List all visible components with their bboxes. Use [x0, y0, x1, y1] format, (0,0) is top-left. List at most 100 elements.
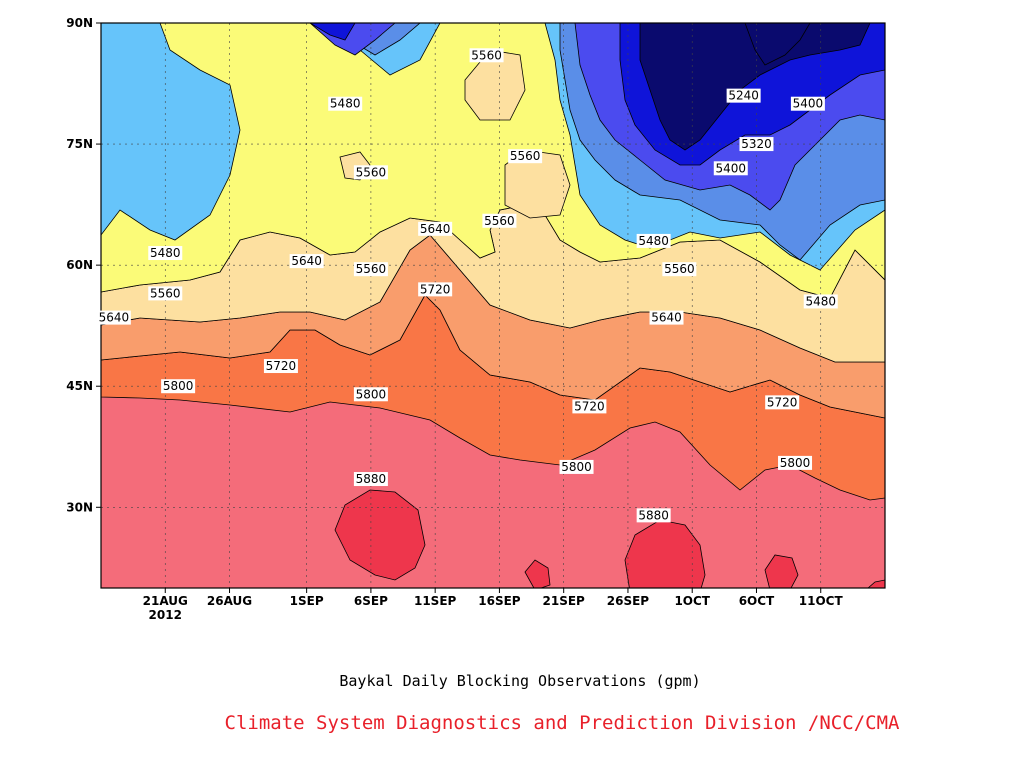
contour-labels: 5560 5480 5560 5560 5560 5240 5400 5320 5400 5480…	[96, 48, 838, 523]
contour-label-text: 5880	[356, 472, 387, 486]
contour-label-text: 5640	[420, 222, 451, 236]
contour-label: 5240	[726, 88, 761, 103]
contour-label-box	[289, 254, 324, 269]
contour-label-box	[96, 310, 131, 325]
x-tick-label: 6SEP	[354, 594, 388, 608]
contour-label-text: 5480	[330, 97, 361, 111]
contour-label-box	[353, 472, 388, 487]
contour-label-box	[765, 395, 800, 410]
contour-label-text: 5640	[99, 311, 130, 325]
contour-label-text: 5560	[484, 214, 515, 228]
contour-label-box	[649, 310, 684, 325]
contour-label-text: 5720	[420, 282, 451, 296]
contour-label: 5560	[508, 149, 543, 164]
contour-label-text: 5640	[651, 311, 682, 325]
contour-label-text: 5560	[150, 286, 181, 300]
contour-label: 5560	[662, 262, 697, 277]
contour-label-box	[572, 399, 607, 414]
contour-label-box	[482, 213, 517, 228]
fill-region-5560	[101, 23, 241, 241]
contour-label: 5480	[803, 294, 838, 309]
contour-label-box	[790, 96, 825, 111]
contour-label-box	[148, 286, 183, 301]
contour-label-text: 5800	[356, 387, 387, 401]
y-tick-label: 60N	[66, 258, 93, 272]
contour-label: 5720	[765, 395, 800, 410]
contour-fill-layer	[101, 23, 885, 588]
contour-label-text: 5480	[805, 294, 836, 308]
fill-region-extreme	[334, 489, 426, 581]
x-tick-label: 21AUG	[143, 594, 188, 608]
contour-label-box	[353, 387, 388, 402]
contour-label-box	[418, 282, 453, 297]
contour-label: 5640	[649, 310, 684, 325]
contour-label-text: 5400	[715, 161, 746, 175]
contour-label-box	[328, 96, 363, 111]
contour-label-text: 5240	[728, 89, 759, 103]
contour-label-box	[469, 48, 504, 63]
contour-label-text: 5800	[780, 456, 811, 470]
contour-label-box	[263, 359, 298, 374]
contour-label-box	[726, 88, 761, 103]
contour-label-text: 5720	[574, 399, 605, 413]
contour-label-text: 5320	[741, 137, 772, 151]
contour-label-text: 5640	[291, 254, 322, 268]
x-tick-label: 1SEP	[290, 594, 324, 608]
contour-label: 5320	[739, 137, 774, 152]
contour-label-text: 5560	[356, 262, 387, 276]
contour-label: 5560	[148, 286, 183, 301]
x-tick-label: 26AUG	[207, 594, 252, 608]
contour-label: 5800	[161, 379, 196, 394]
contour-label: 5480	[148, 246, 183, 261]
contour-label: 5720	[572, 399, 607, 414]
contour-label-box	[636, 508, 671, 523]
contour-label: 5560	[482, 213, 517, 228]
x-tick-label: 1OCT	[674, 594, 710, 608]
contour-label-text: 5560	[664, 262, 695, 276]
contour-label: 5560	[469, 48, 504, 63]
fill-region-5320	[309, 23, 356, 41]
contour-label: 5640	[289, 254, 324, 269]
contour-label-text: 5800	[561, 460, 592, 474]
contour-label-text: 5720	[767, 395, 798, 409]
contour-label-text: 5560	[510, 149, 541, 163]
contour-label-box	[803, 294, 838, 309]
plot-frame	[100, 22, 886, 589]
x-tick-label: 16SEP	[478, 594, 521, 608]
contour-label: 5880	[636, 508, 671, 523]
contour-label-box	[418, 221, 453, 236]
x-tick-label: 26SEP	[607, 594, 650, 608]
contour-label-box	[353, 165, 388, 180]
contour-label-text: 5480	[638, 234, 669, 248]
contour-label: 5800	[559, 459, 594, 474]
contour-label-box	[148, 246, 183, 261]
contour-label: 5720	[418, 282, 453, 297]
contour-label: 5560	[353, 262, 388, 277]
y-tick-label: 90N	[66, 16, 93, 30]
contour-label: 5640	[418, 221, 453, 236]
contour-label-box	[778, 455, 813, 470]
contour-label: 5560	[353, 165, 388, 180]
contour-label: 5640	[96, 310, 131, 325]
fill-region-min	[744, 23, 811, 66]
contour-label-text: 5560	[471, 48, 502, 62]
contour-label-text: 5400	[793, 97, 824, 111]
contour-label-box	[713, 161, 748, 176]
contour-label-text: 5720	[266, 359, 297, 373]
x-tick-label: 11SEP	[414, 594, 457, 608]
contour-label-box	[353, 262, 388, 277]
y-tick-label: 45N	[66, 379, 93, 393]
contour-label: 5800	[353, 387, 388, 402]
contour-label-text: 5560	[356, 165, 387, 179]
contour-label-box	[636, 233, 671, 248]
credit-line: Climate System Diagnostics and Predictio…	[224, 712, 900, 734]
contour-label-box	[662, 262, 697, 277]
y-tick-label: 30N	[66, 500, 93, 514]
contour-label: 5800	[778, 455, 813, 470]
fill-region-5400	[285, 23, 396, 56]
x-tick-label: 11OCT	[799, 594, 844, 608]
contour-label: 5720	[263, 359, 298, 374]
contour-label: 5400	[790, 96, 825, 111]
contour-label: 5400	[713, 161, 748, 176]
